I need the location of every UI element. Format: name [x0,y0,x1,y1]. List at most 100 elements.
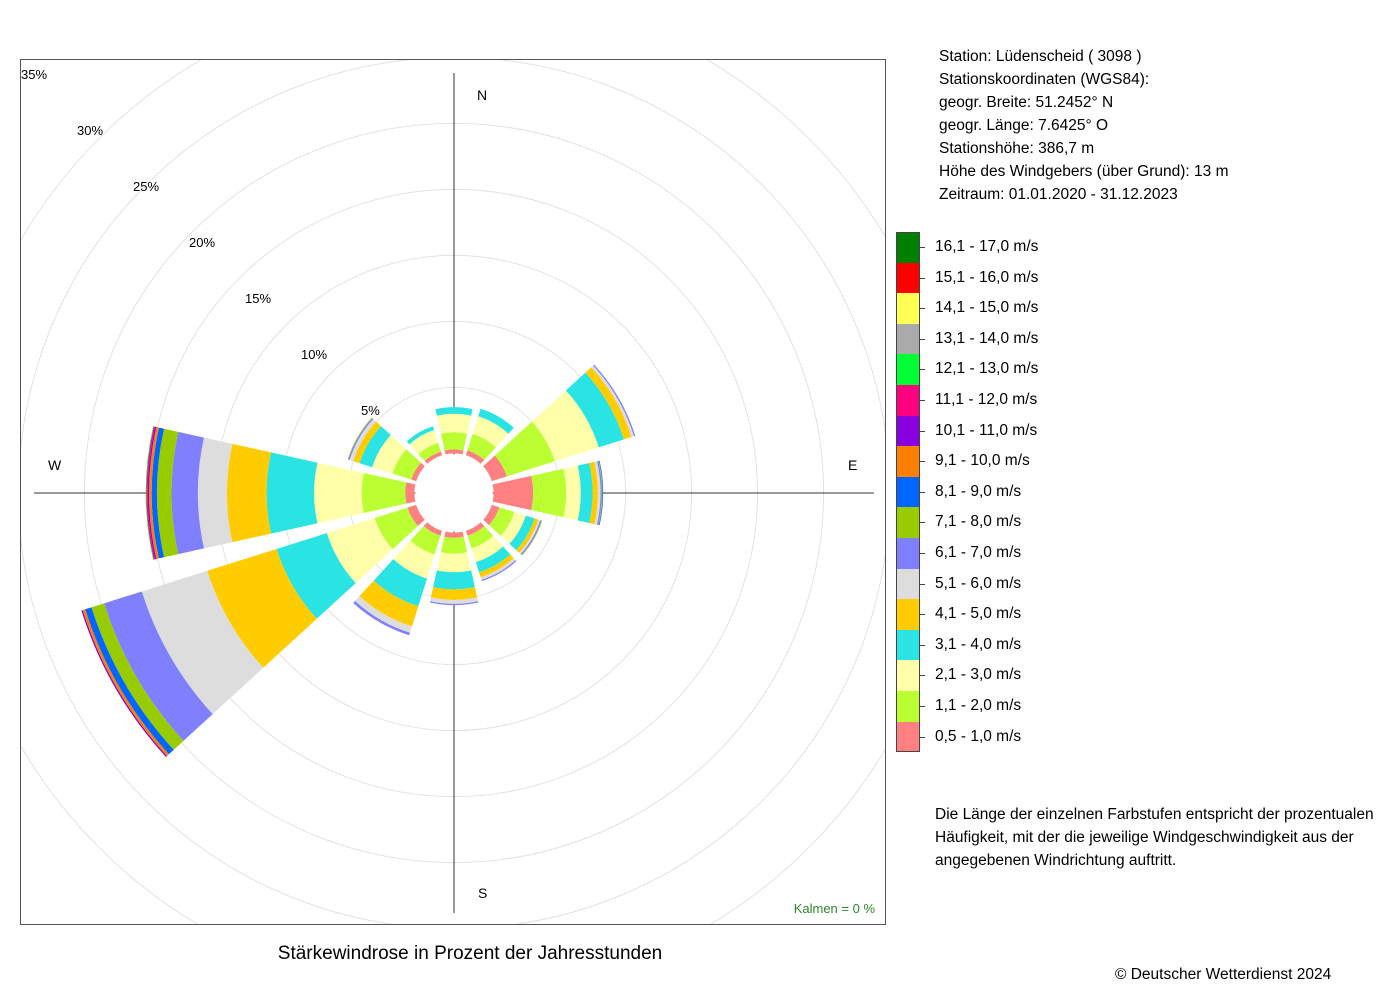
cardinal-east: E [848,457,858,473]
sector-270-class-8 [151,427,165,559]
sector-270-class-6 [171,431,204,555]
legend-label: 7,1 - 8,0 m/s [935,513,1022,531]
sector-180-class-5 [430,597,478,604]
sector-150-class-4 [479,554,514,578]
legend-swatch [896,599,920,630]
sector-180-class-2 [436,552,472,573]
sector-270-class-4 [226,443,272,543]
sector-90-class-3 [577,463,593,523]
ring-label-30: 30% [77,123,104,138]
legend-label: 5,1 - 6,0 m/s [935,574,1022,592]
station-latitude: geogr. Breite: 51.2452° N [939,94,1114,111]
sector-120-class-4 [516,518,539,553]
sector-300-class-3 [359,426,391,468]
sector-150-class-3 [475,546,511,573]
legend-item: 15,1 - 16,0 m/s [896,262,1096,294]
sector-270-class-11 [146,426,156,560]
sector-120-class-5 [519,519,541,555]
legend-swatch [896,323,920,355]
sector-90-class-0 [492,475,534,511]
station-elevation: Stationshöhe: 386,7 m [939,140,1095,157]
legend-item: 2,1 - 3,0 m/s [896,660,1096,691]
legend-tick [920,614,925,616]
legend-swatch [896,538,920,569]
sector-210-class-0 [423,522,443,536]
legend-swatch [896,721,920,753]
sector-150-class-2 [471,535,504,563]
cardinal-south: S [478,885,488,901]
legend-tick [920,308,925,310]
sector-210-class-3 [373,559,428,607]
legend-swatch [896,385,920,416]
sensor-height: Höhe des Windgebers (über Grund): 13 m [939,163,1229,180]
sector-330-class-0 [424,451,443,464]
legend-swatch [896,232,920,263]
legend-item: 6,1 - 7,0 m/s [896,538,1096,569]
sector-240-class-5 [141,570,264,715]
legend-swatch [896,568,920,600]
legend-label: 10,1 - 11,0 m/s [935,421,1038,439]
legend-tick [920,430,925,432]
legend-label: 4,1 - 5,0 m/s [935,605,1022,623]
legend-tick [920,736,925,738]
sector-120-class-3 [509,515,535,551]
sector-90-class-1 [531,468,567,518]
sector-180-class-3 [433,570,475,590]
sector-30-class-3 [478,408,514,434]
legend-swatch [896,691,920,722]
legend-tick [920,644,925,646]
legend-tick [920,247,925,248]
sector-270-class-3 [266,452,318,534]
station-coords-heading: Stationskoordinaten (WGS84): [939,71,1150,88]
legend-item: 5,1 - 6,0 m/s [896,568,1096,600]
legend-item: 11,1 - 12,0 m/s [896,385,1096,416]
sector-210-class-4 [359,580,419,627]
legend-item: 9,1 - 10,0 m/s [896,446,1096,477]
sector-60-class-0 [483,455,507,482]
calm-center [415,454,493,532]
sector-180-class-1 [440,536,468,554]
legend-swatch [896,629,920,661]
station-info: Station: Lüdenscheid ( 3098 ) Stationsko… [939,45,1228,206]
legend-item: 12,1 - 13,0 m/s [896,354,1096,385]
legend-swatch [896,415,920,447]
legend-swatch [896,293,920,324]
legend-item: 0,5 - 1,0 m/s [896,721,1096,753]
legend-tick [920,461,925,463]
legend-swatch [896,507,920,538]
ring-label-25: 25% [133,179,160,194]
sector-300-class-2 [372,435,407,474]
sector-210-class-6 [353,601,410,636]
sector-330-class-1 [418,442,441,461]
sector-330-class-3 [406,426,435,445]
station-longitude: geogr. Länge: 7.6425° O [939,117,1109,134]
legend-item: 13,1 - 14,0 m/s [896,323,1096,355]
sector-120-class-2 [500,512,526,544]
legend-item: 10,1 - 11,0 m/s [896,415,1096,447]
sector-270-class-10 [147,426,157,560]
legend-label: 9,1 - 10,0 m/s [935,452,1030,470]
sector-270-class-5 [197,437,233,549]
sector-30-class-1 [467,433,496,460]
sector-90-class-2 [563,465,581,521]
cardinal-west: W [48,457,62,473]
sector-300-class-6 [348,418,374,461]
legend-tick [920,491,925,493]
sector-90-class-5 [594,461,601,525]
windrose-plot: N E S W 5% 10% 15% 20% 25% 30% 35% Kalme… [20,59,886,925]
legend-item: 16,1 - 17,0 m/s [896,232,1096,263]
sector-330-class-2 [409,430,439,455]
sector-270-class-1 [361,473,407,513]
legend-item: 4,1 - 5,0 m/s [896,599,1096,630]
sector-270-class-12 [145,426,154,560]
sector-270-class-9 [149,427,159,559]
legend-label: 15,1 - 16,0 m/s [935,268,1039,286]
legend-tick [920,277,925,279]
sector-240-class-1 [374,507,418,550]
sector-240-class-8 [85,607,174,755]
sector-0-class-0 [444,449,464,455]
sector-0-class-1 [440,432,468,451]
sector-240-class-6 [104,591,213,741]
sector-30-class-0 [465,450,485,464]
sector-300-class-1 [392,449,421,480]
